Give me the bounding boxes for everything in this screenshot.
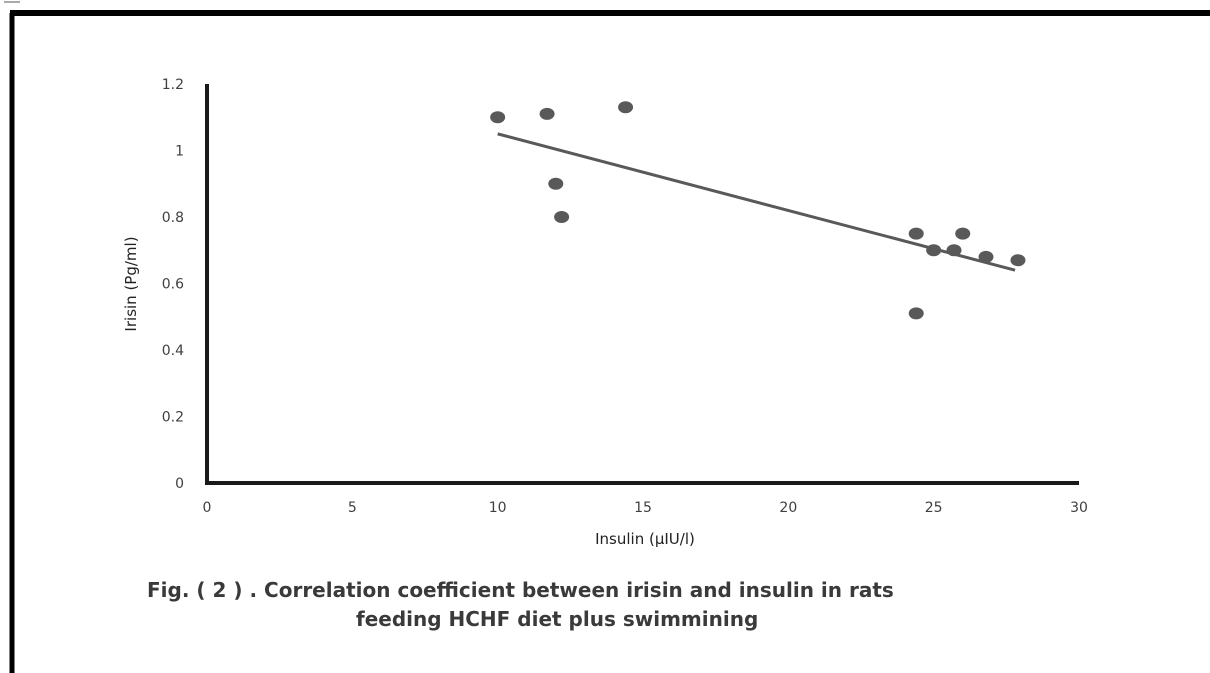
- data-point: [554, 211, 570, 223]
- y-tick-label: 0.4: [162, 343, 184, 359]
- caption-line-2: feeding HCHF diet plus swimmining: [356, 607, 758, 631]
- x-tick-labels: 0 5 10 15 20 25 30: [203, 500, 1088, 516]
- y-tick-label: 0: [175, 476, 184, 492]
- y-tick-labels: 0 0.2 0.4 0.6 0.8 1 1.2: [162, 77, 184, 492]
- data-point: [946, 244, 962, 257]
- caption-line-1: Fig. ( 2 ) . Correlation coefficient bet…: [147, 578, 894, 602]
- x-tick-label: 5: [348, 500, 357, 516]
- y-tick-label: 1.2: [162, 77, 184, 93]
- data-points: [490, 101, 1026, 320]
- data-point: [926, 244, 942, 257]
- y-tick-label: 1: [175, 144, 184, 160]
- x-tick-label: 20: [779, 500, 797, 516]
- data-point: [490, 111, 506, 124]
- data-point: [548, 177, 564, 190]
- data-point: [539, 107, 555, 120]
- y-tick-label: 0.8: [162, 210, 184, 226]
- x-tick-label: 0: [203, 500, 212, 516]
- x-axis-title: Insulin (μIU/l): [595, 530, 695, 548]
- data-point: [955, 227, 971, 240]
- data-point: [1010, 254, 1026, 267]
- data-point: [978, 250, 994, 263]
- data-point: [618, 101, 634, 114]
- x-tick-label: 30: [1070, 500, 1088, 516]
- x-tick-label: 15: [634, 500, 652, 516]
- data-point: [908, 307, 924, 320]
- x-tick-label: 25: [925, 500, 943, 516]
- y-tick-label: 0.6: [162, 277, 184, 293]
- x-tick-label: 10: [489, 500, 507, 516]
- data-point: [908, 227, 924, 240]
- y-tick-label: 0.2: [162, 410, 184, 426]
- y-axis-title: Irisin (Pg/ml): [122, 236, 140, 331]
